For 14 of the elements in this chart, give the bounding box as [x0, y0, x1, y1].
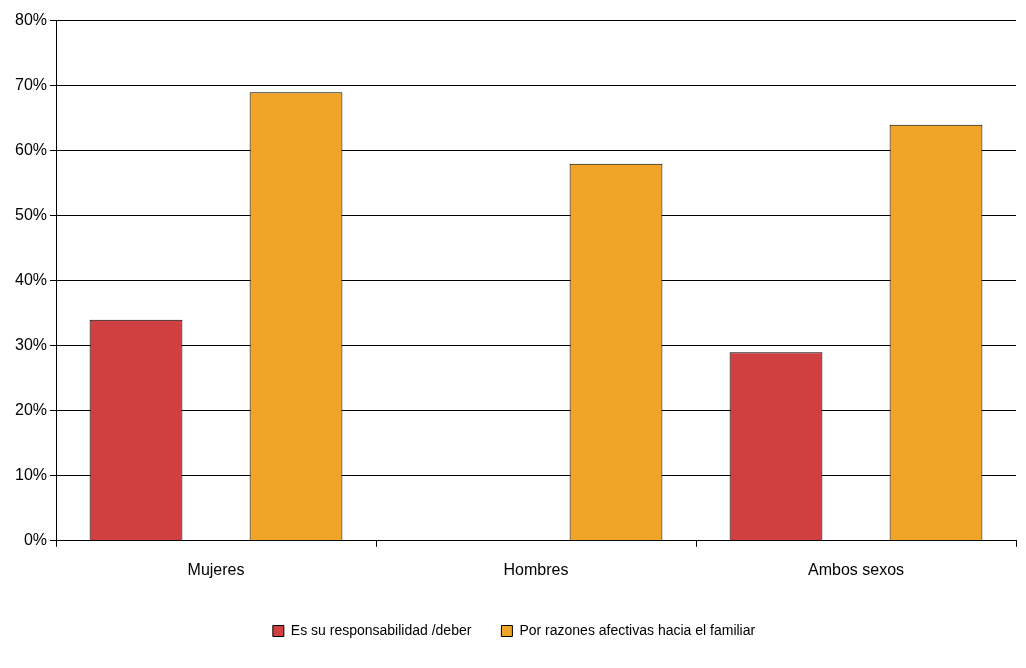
y-tick-label: 60% — [14, 141, 48, 159]
y-tick-label: 70% — [14, 76, 48, 94]
y-tick-label: 30% — [14, 336, 48, 354]
y-tick-label: 10% — [14, 466, 48, 484]
x-tick-label: Mujeres — [187, 560, 245, 578]
y-tick-label: 80% — [14, 11, 48, 29]
legend-label: Por razones afectivas hacia el familiar — [519, 621, 756, 638]
y-tick-label: 20% — [14, 401, 48, 419]
y-tick-label: 50% — [14, 206, 48, 224]
x-tick-label: Ambos sexos — [807, 560, 905, 578]
x-tick-label: Hombres — [503, 560, 569, 578]
legend-label: Es su responsabilidad /deber — [290, 621, 472, 638]
y-tick-label: 0% — [23, 531, 48, 549]
y-tick-label: 40% — [14, 271, 48, 289]
